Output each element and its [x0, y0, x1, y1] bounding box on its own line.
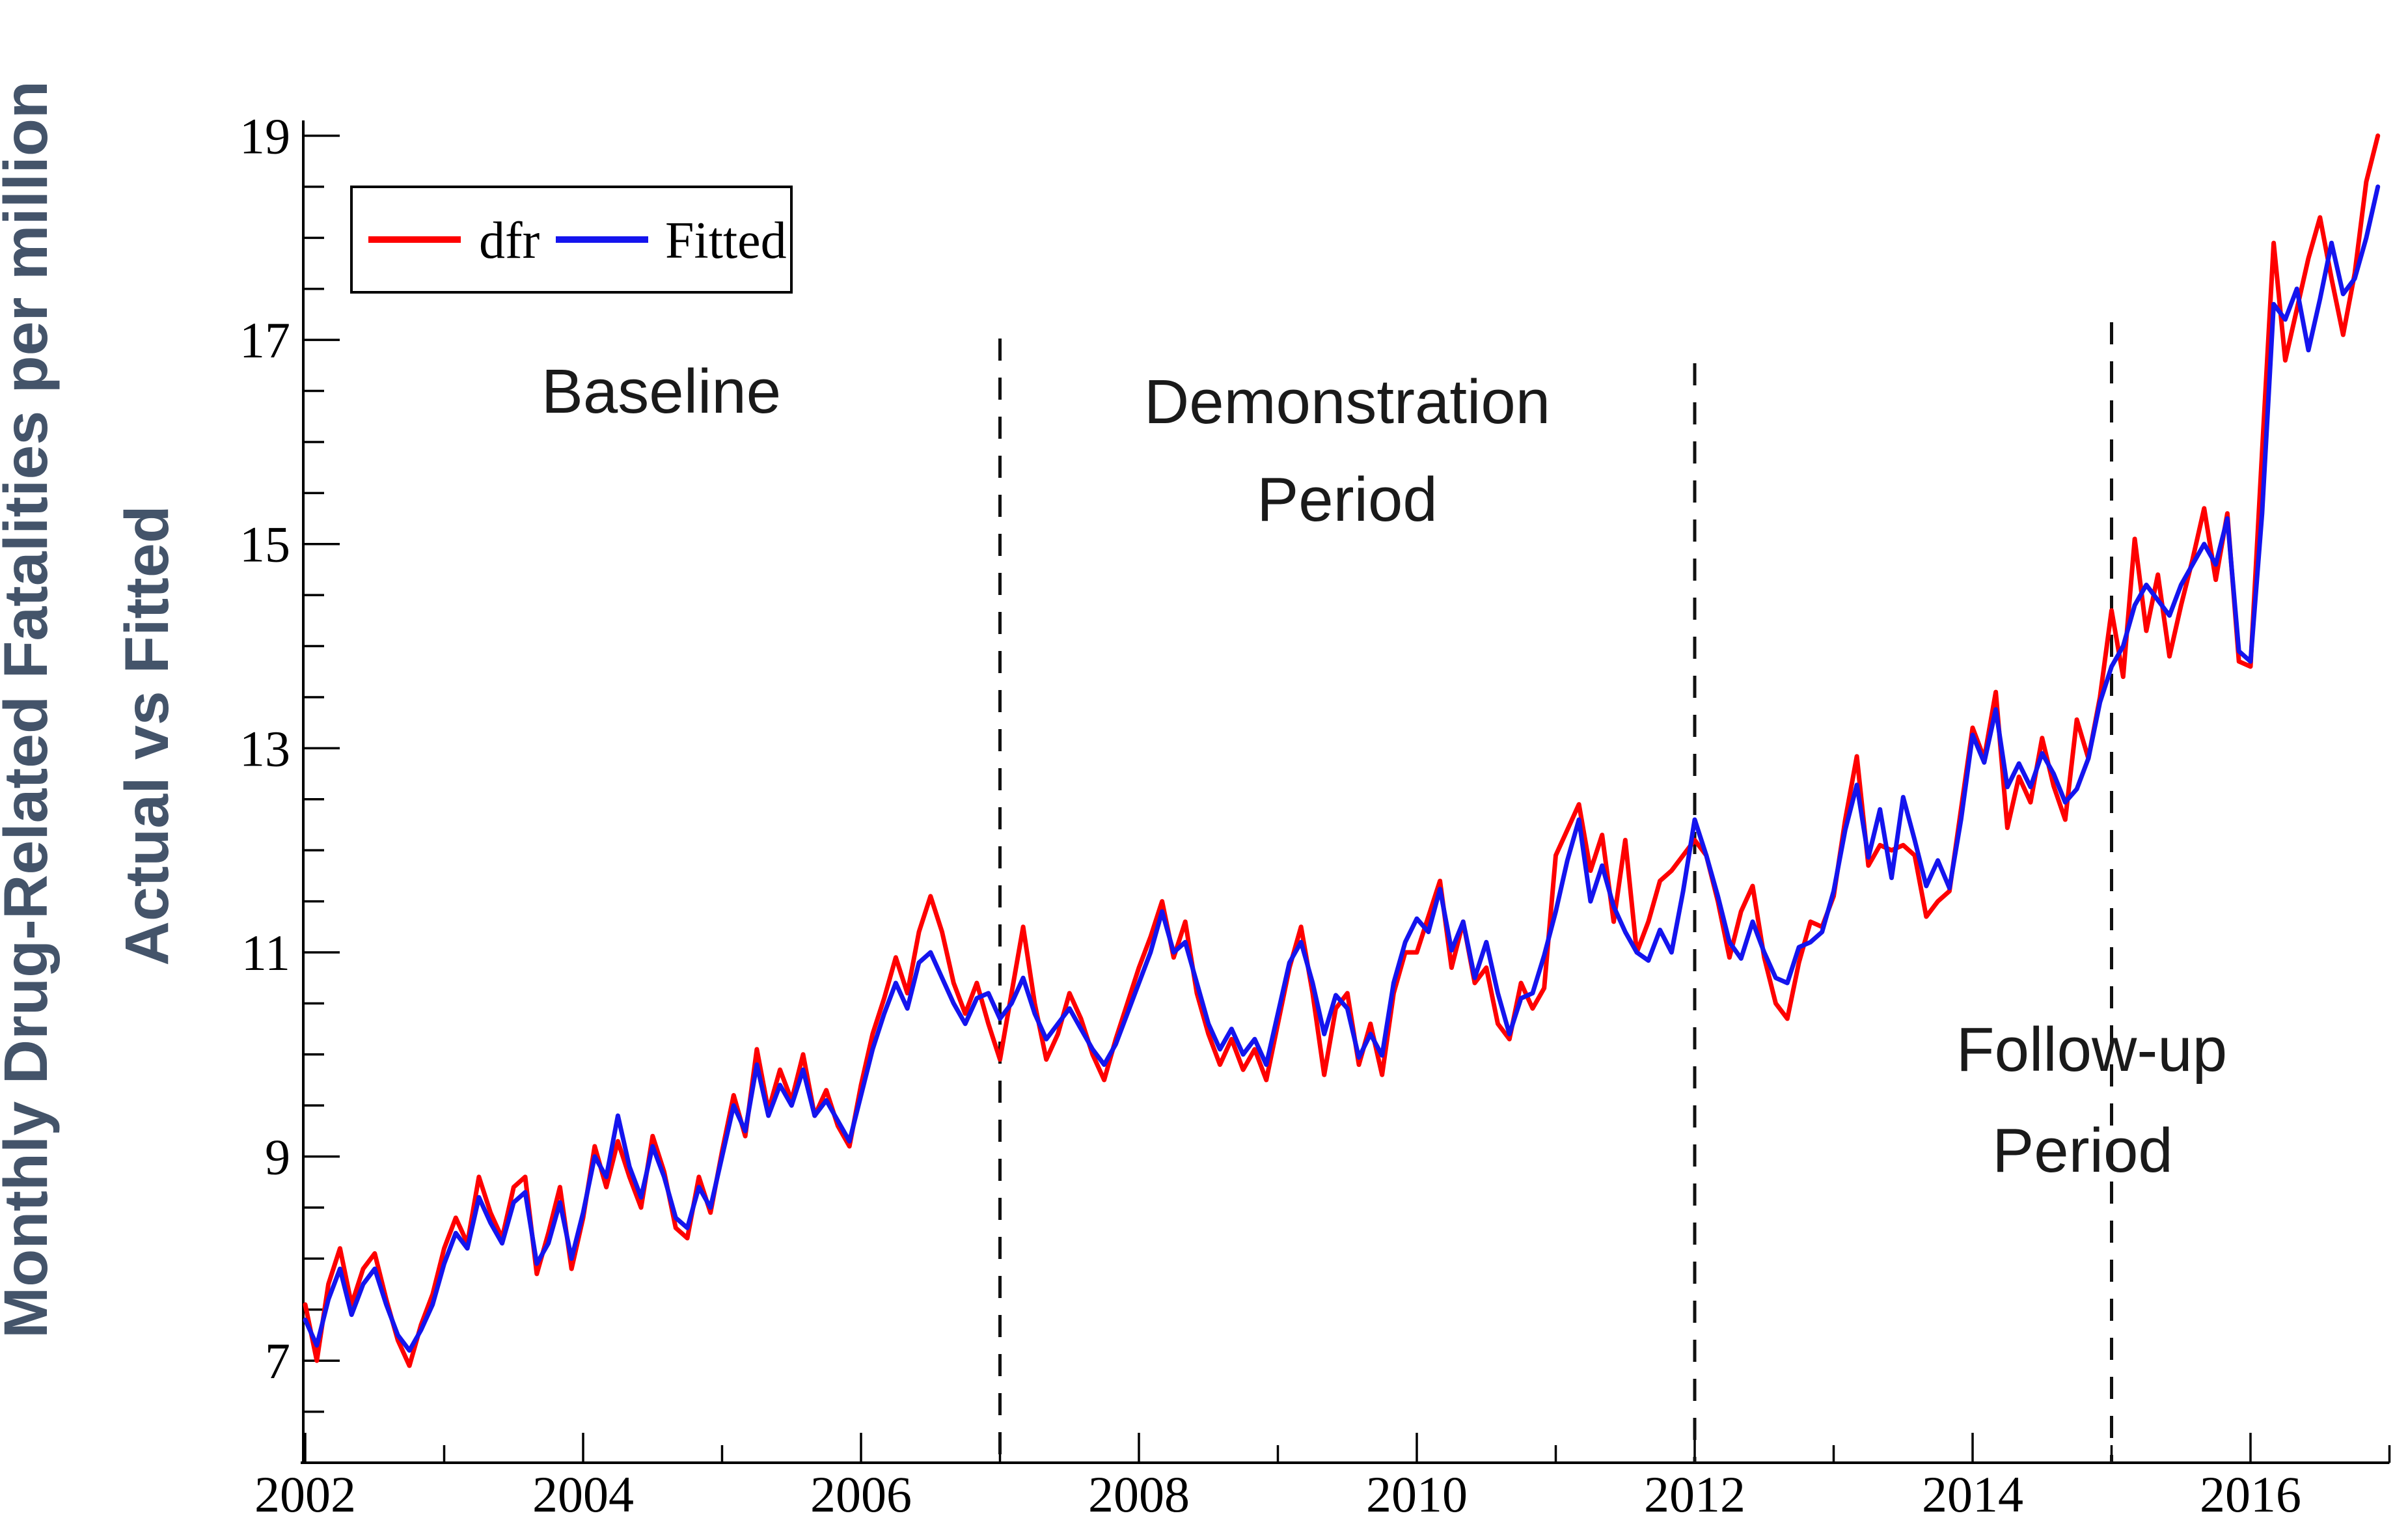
y-axis-title-primary: Monthly Drug-Related Fatalities per mill…	[0, 81, 61, 1338]
annotation-baseline: Baseline	[541, 357, 781, 426]
legend-fitted-label: Fitted	[665, 212, 787, 270]
x-tick-label-2002: 2002	[254, 1466, 356, 1523]
annotation-demonstration-line1: Demonstration	[1144, 367, 1550, 437]
x-tick-label-2012: 2012	[1644, 1466, 1745, 1523]
legend-dfr-label: dfr	[479, 212, 540, 270]
x-tick-label-2008: 2008	[1088, 1466, 1190, 1523]
axes: 2002 2004 2006 2008 2010 2012 2014 2016 7 9 11 13 15…	[239, 108, 2391, 1523]
annotation-followup-line1: Follow-up	[1956, 1015, 2227, 1085]
x-tick-label-2014: 2014	[1922, 1466, 2023, 1523]
x-tick-label-2016: 2016	[2200, 1466, 2301, 1523]
y-tick-label-9: 9	[265, 1129, 290, 1185]
x-tick-label-2010: 2010	[1366, 1466, 1468, 1523]
y-tick-label-7: 7	[265, 1333, 290, 1389]
y-tick-label-19: 19	[239, 108, 290, 165]
y-axis-titles: Monthly Drug-Related Fatalities per mill…	[0, 81, 182, 1338]
y-tick-label-17: 17	[239, 312, 290, 368]
x-tick-label-2006: 2006	[810, 1466, 912, 1523]
legend: dfr Fitted	[350, 186, 793, 294]
y-tick-label-11: 11	[241, 924, 290, 981]
annotation-followup-line2: Period	[1992, 1116, 2173, 1185]
fitted-series-line	[303, 184, 2381, 1353]
period-divider-lines	[998, 322, 2113, 1463]
annotations: Baseline Demonstration Period Follow-up …	[541, 357, 2227, 1185]
series-lines	[303, 133, 2381, 1368]
y-tick-label-13: 13	[239, 720, 290, 777]
annotation-demonstration-line2: Period	[1257, 465, 1438, 534]
y-axis-title-secondary: Actual vs Fitted	[113, 505, 182, 965]
y-tick-label-15: 15	[239, 516, 290, 573]
x-tick-label-2004: 2004	[532, 1466, 634, 1523]
